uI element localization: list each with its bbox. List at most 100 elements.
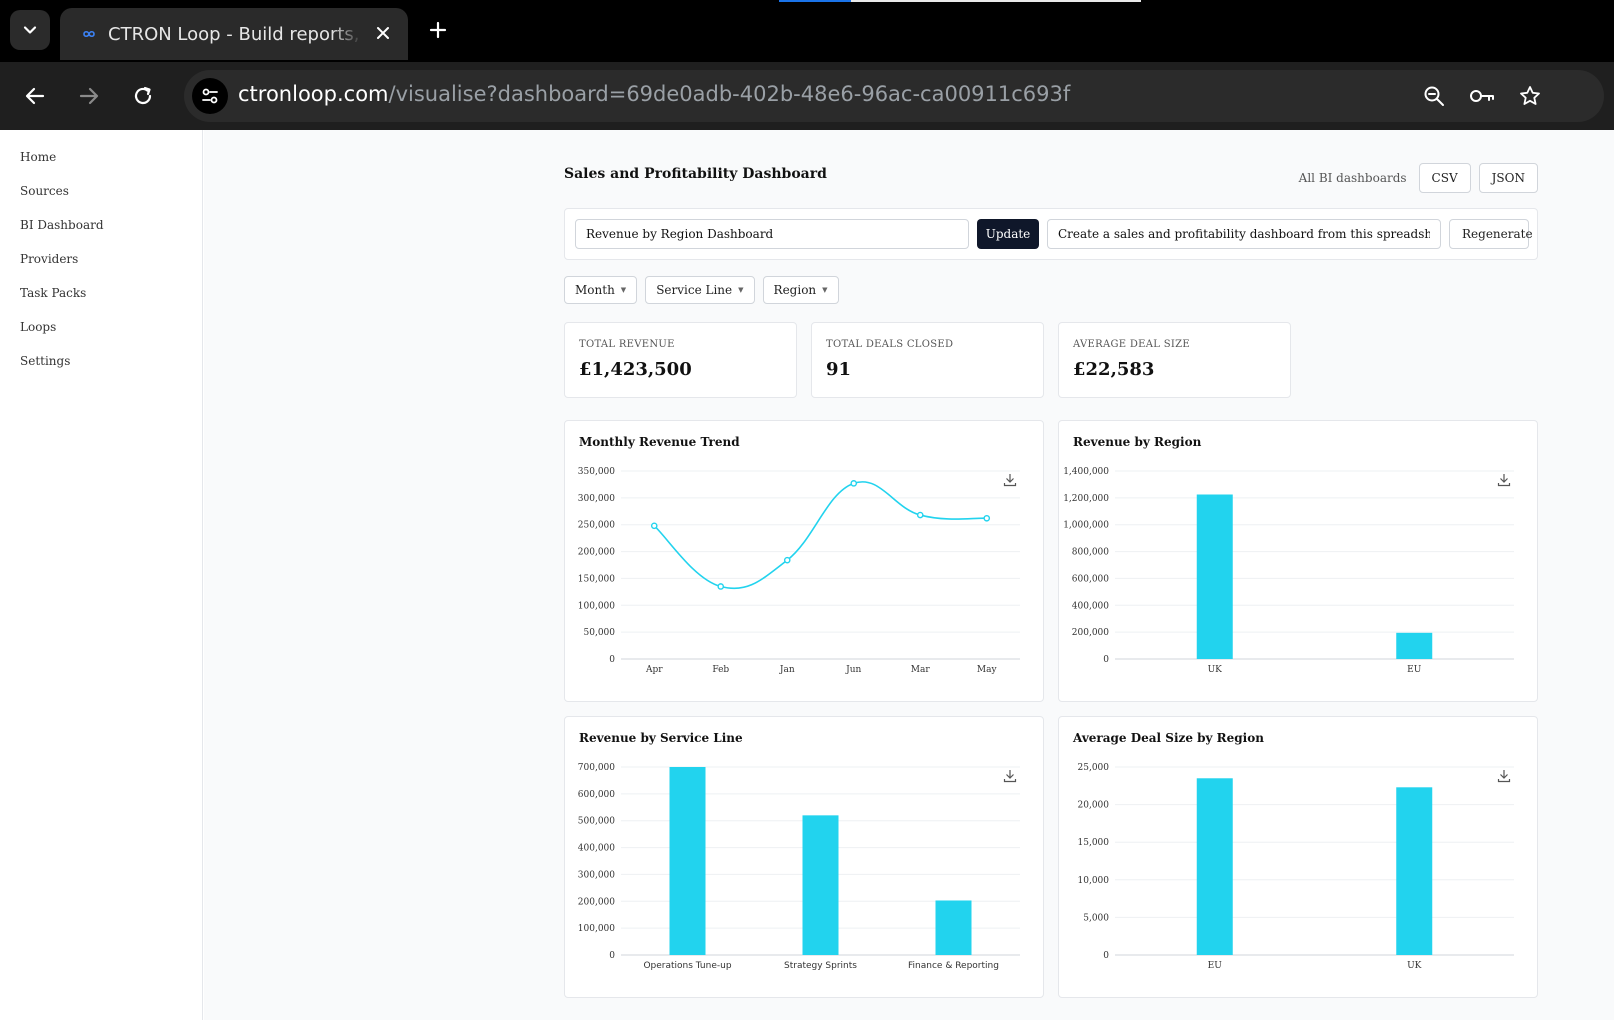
y-tick-label: 300,000 bbox=[578, 870, 615, 880]
arrow-right-icon bbox=[79, 87, 99, 105]
chart-monthly-revenue-trend: Monthly Revenue Trend 0 50,000 100,000 150,… bbox=[564, 420, 1044, 702]
bar bbox=[1396, 787, 1433, 955]
chevron-down-icon bbox=[23, 26, 37, 34]
sidebar-item-settings[interactable]: Settings bbox=[20, 354, 71, 368]
data-point bbox=[916, 511, 924, 519]
bar bbox=[1396, 632, 1433, 659]
kpi-label: TOTAL DEALS CLOSED bbox=[826, 339, 954, 350]
y-tick-label: 25,000 bbox=[1078, 763, 1110, 773]
bar-chart: 0 200,000 400,000 600,000 800,000 1,000,000 1,… bbox=[1063, 467, 1514, 675]
x-tick-label: Mar bbox=[911, 665, 931, 675]
kpi-value: £22,583 bbox=[1073, 359, 1155, 380]
download-icon[interactable] bbox=[1497, 473, 1511, 487]
download-icon[interactable] bbox=[1003, 769, 1017, 783]
page-load-progress bbox=[779, 0, 1141, 2]
y-tick-label: 700,000 bbox=[578, 763, 615, 773]
filter-region[interactable]: Region ▼ bbox=[762, 276, 839, 304]
forward-button[interactable] bbox=[71, 78, 107, 114]
arrow-left-icon bbox=[25, 87, 45, 105]
kpi-label: TOTAL REVENUE bbox=[579, 339, 675, 350]
password-manager-button[interactable] bbox=[1468, 82, 1496, 110]
download-icon[interactable] bbox=[1497, 769, 1511, 783]
url-text[interactable]: ctronloop.com/visualise?dashboard=69de0a… bbox=[238, 82, 1070, 106]
sidebar-item-task-packs[interactable]: Task Packs bbox=[20, 286, 87, 300]
bar bbox=[935, 900, 972, 955]
bar bbox=[1196, 494, 1233, 659]
x-tick-label: Jun bbox=[845, 665, 861, 675]
kpi-label: AVERAGE DEAL SIZE bbox=[1073, 339, 1190, 350]
y-tick-label: 250,000 bbox=[578, 521, 615, 531]
prompt-input[interactable] bbox=[1047, 219, 1441, 249]
browser-toolbar: ctronloop.com/visualise?dashboard=69de0a… bbox=[0, 62, 1614, 130]
chart-revenue-by-service-line: Revenue by Service Line 0 100,000 200,000 3… bbox=[564, 716, 1044, 998]
csv-button[interactable]: CSV bbox=[1418, 163, 1471, 193]
close-icon bbox=[377, 27, 389, 39]
y-tick-label: 500,000 bbox=[578, 817, 615, 827]
bar-chart: 0 5,000 10,000 15,000 20,000 25,000 EU UK bbox=[1078, 763, 1514, 971]
caret-down-icon: ▼ bbox=[738, 286, 744, 294]
kpi-card-total-deals: TOTAL DEALS CLOSED 91 bbox=[811, 322, 1044, 398]
json-button[interactable]: JSON bbox=[1478, 163, 1538, 193]
x-tick-label: Strategy Sprints bbox=[784, 961, 857, 971]
download-icon[interactable] bbox=[1003, 473, 1017, 487]
regenerate-button[interactable]: Regenerate bbox=[1449, 219, 1533, 249]
data-point bbox=[783, 556, 791, 564]
data-point bbox=[650, 522, 658, 530]
app-root: Home Sources BI Dashboard Providers Task… bbox=[0, 130, 1614, 1020]
update-button[interactable]: Update bbox=[977, 219, 1039, 249]
site-info-button[interactable] bbox=[192, 78, 228, 114]
chart-revenue-by-region: Revenue by Region 0 200,000 400,000 600,000… bbox=[1058, 420, 1538, 702]
dashboard-editor: Update Regenerate bbox=[564, 208, 1538, 260]
sidebar-item-sources[interactable]: Sources bbox=[20, 184, 69, 198]
all-dashboards-link[interactable]: All BI dashboards bbox=[1298, 171, 1407, 185]
y-tick-label: 1,200,000 bbox=[1063, 494, 1109, 504]
dashboard-actions: All BI dashboards CSV JSON bbox=[1299, 163, 1538, 193]
new-tab-button[interactable] bbox=[426, 18, 450, 42]
y-tick-label: 0 bbox=[1103, 951, 1109, 961]
bar bbox=[669, 767, 706, 955]
y-tick-label: 100,000 bbox=[578, 601, 615, 611]
caret-down-icon: ▼ bbox=[620, 286, 627, 294]
tab-close-button[interactable] bbox=[372, 22, 394, 44]
y-tick-label: 50,000 bbox=[584, 628, 616, 638]
browser-tab[interactable]: CTRON Loop - Build reports, dashboards bbox=[60, 8, 408, 60]
kpi-card-average-deal-size: AVERAGE DEAL SIZE £22,583 bbox=[1058, 322, 1291, 398]
address-bar[interactable]: ctronloop.com/visualise?dashboard=69de0a… bbox=[184, 70, 1604, 122]
y-tick-label: 150,000 bbox=[578, 574, 615, 584]
bar bbox=[802, 815, 839, 955]
tune-icon bbox=[202, 88, 218, 104]
url-path: /visualise?dashboard=69de0adb-402b-48e6-… bbox=[388, 82, 1071, 106]
ctron-loop-favicon-icon bbox=[83, 30, 95, 38]
y-tick-label: 0 bbox=[609, 655, 615, 665]
filter-service-line[interactable]: Service Line ▼ bbox=[645, 276, 755, 304]
x-tick-label: Jan bbox=[779, 665, 795, 675]
filter-label: Service Line bbox=[656, 283, 733, 297]
zoom-button[interactable] bbox=[1420, 82, 1448, 110]
sidebar-item-bi-dashboard[interactable]: BI Dashboard bbox=[20, 218, 104, 232]
sidebar-item-providers[interactable]: Providers bbox=[20, 252, 79, 266]
x-tick-label: EU bbox=[1407, 665, 1422, 675]
dashboard-name-input[interactable] bbox=[575, 219, 969, 249]
y-tick-label: 0 bbox=[1103, 655, 1109, 665]
y-tick-label: 1,000,000 bbox=[1063, 521, 1109, 531]
x-tick-label: UK bbox=[1407, 961, 1422, 971]
x-tick-label: Operations Tune-up bbox=[643, 961, 731, 971]
sidebar-item-home[interactable]: Home bbox=[20, 150, 57, 164]
y-tick-label: 600,000 bbox=[578, 790, 615, 800]
filter-bar: Month ▼ Service Line ▼ Region ▼ bbox=[564, 276, 839, 304]
filter-month[interactable]: Month ▼ bbox=[564, 276, 638, 304]
y-tick-label: 800,000 bbox=[1072, 548, 1109, 558]
x-tick-label: Finance & Reporting bbox=[908, 961, 999, 971]
sidebar-item-loops[interactable]: Loops bbox=[20, 320, 57, 334]
y-tick-label: 5,000 bbox=[1083, 913, 1109, 923]
back-button[interactable] bbox=[17, 78, 53, 114]
tab-search-button[interactable] bbox=[10, 10, 50, 50]
kpi-card-total-revenue: TOTAL REVENUE £1,423,500 bbox=[564, 322, 797, 398]
reload-button[interactable] bbox=[125, 78, 161, 114]
zoom-out-icon bbox=[1424, 86, 1444, 106]
sidebar: Home Sources BI Dashboard Providers Task… bbox=[0, 130, 203, 1020]
bookmark-button[interactable] bbox=[1516, 82, 1544, 110]
filter-label: Month bbox=[575, 283, 615, 297]
y-tick-label: 10,000 bbox=[1078, 876, 1110, 886]
bar-chart: 0 100,000 200,000 300,000 400,000 500,000 600,… bbox=[578, 763, 1020, 971]
